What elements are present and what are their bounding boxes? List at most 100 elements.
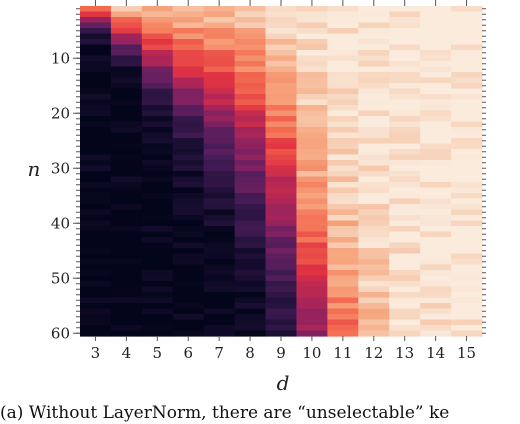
heatmap-cell (358, 28, 390, 35)
heatmap-cell (172, 44, 205, 51)
heatmap-cell (296, 237, 328, 244)
heatmap-cell (420, 138, 452, 145)
heatmap-cell (420, 121, 452, 128)
heatmap-cell (265, 11, 298, 18)
heatmap-cell (172, 171, 205, 178)
heatmap-cell (141, 242, 174, 249)
heatmap-cell (420, 50, 452, 57)
heatmap-cell (203, 198, 236, 205)
heatmap-cell (265, 237, 298, 244)
heatmap-cell (172, 28, 205, 35)
heatmap-cell (451, 6, 483, 13)
heatmap-cell (203, 44, 236, 51)
heatmap-cell (358, 248, 390, 255)
heatmap-cell (265, 61, 298, 68)
heatmap-cell (265, 215, 298, 222)
heatmap-cell (80, 259, 112, 266)
heatmap-cell (110, 165, 143, 172)
heatmap-cell (265, 99, 298, 106)
heatmap-cell (80, 44, 112, 51)
heatmap-cell (141, 55, 174, 62)
heatmap-cell (234, 319, 267, 326)
heatmap-cell (265, 286, 298, 293)
x-tick-label: 6 (183, 344, 193, 362)
heatmap-cell (451, 11, 483, 18)
x-tick-label: 14 (426, 344, 445, 362)
heatmap-cell (80, 281, 112, 288)
heatmap-cell (358, 165, 390, 172)
heatmap-cell (358, 330, 390, 337)
heatmap-cell (203, 6, 236, 13)
heatmap-cell (80, 55, 112, 62)
heatmap-cell (296, 264, 328, 271)
heatmap-cell (203, 319, 236, 326)
heatmap-cell (389, 83, 421, 90)
heatmap-cell (141, 22, 174, 29)
heatmap-cell (265, 149, 298, 156)
heatmap-cell (172, 138, 205, 145)
heatmap-cell (327, 160, 359, 167)
heatmap-cell (172, 182, 205, 189)
heatmap-cell (451, 105, 483, 112)
heatmap-cell (80, 182, 112, 189)
heatmap-cell (265, 28, 298, 35)
heatmap-cell (420, 171, 452, 178)
heatmap-cell (389, 237, 421, 244)
heatmap-cell (451, 226, 483, 233)
heatmap-cell (420, 11, 452, 18)
heatmap-cell (265, 209, 298, 216)
heatmap-cell (327, 149, 359, 156)
heatmap-cell (389, 94, 421, 101)
heatmap-cell (141, 281, 174, 288)
heatmap-cell (327, 314, 359, 321)
heatmap-cell (327, 55, 359, 62)
heatmap-cell (80, 275, 112, 282)
heatmap-cell (80, 50, 112, 57)
heatmap-cell (451, 308, 483, 315)
heatmap-cell (203, 61, 236, 68)
heatmap-cell (110, 176, 143, 183)
heatmap-cell (420, 22, 452, 29)
heatmap-cell (451, 176, 483, 183)
x-tick-label: 3 (91, 344, 101, 362)
heatmap-cell (296, 11, 328, 18)
heatmap-cell (203, 88, 236, 95)
heatmap-cell (451, 303, 483, 310)
heatmap-cell (265, 198, 298, 205)
heatmap-cell (80, 237, 112, 244)
heatmap-cell (451, 319, 483, 326)
heatmap-cell (141, 99, 174, 106)
heatmap-cell (110, 121, 143, 128)
heatmap-cell (420, 286, 452, 293)
heatmap-cell (80, 17, 112, 24)
heatmap-cell (389, 286, 421, 293)
heatmap-cell (110, 330, 143, 337)
heatmap-cell (389, 28, 421, 35)
heatmap-cell (420, 297, 452, 304)
heatmap-cell (451, 99, 483, 106)
heatmap-cell (80, 127, 112, 134)
heatmap-cell (203, 17, 236, 24)
heatmap-cell (203, 127, 236, 134)
heatmap-cell (451, 270, 483, 277)
heatmap-cell (265, 143, 298, 150)
heatmap-cell (172, 325, 205, 332)
heatmap-cell (110, 66, 143, 73)
heatmap-cell (296, 187, 328, 194)
heatmap-cell (296, 110, 328, 117)
y-tick-label: 10 (51, 49, 70, 67)
heatmap-cell (80, 83, 112, 90)
heatmap-cell (420, 231, 452, 238)
heatmap-cell (110, 314, 143, 321)
heatmap-cell (172, 143, 205, 150)
x-tick-label: 11 (333, 344, 352, 362)
heatmap-cell (451, 325, 483, 332)
heatmap-cell (141, 39, 174, 46)
heatmap-cell (389, 88, 421, 95)
heatmap-cell (327, 259, 359, 266)
heatmap-cell (327, 88, 359, 95)
heatmap-cell (358, 281, 390, 288)
heatmap-cell (327, 154, 359, 161)
heatmap-cell (327, 28, 359, 35)
heatmap-cell (327, 220, 359, 227)
